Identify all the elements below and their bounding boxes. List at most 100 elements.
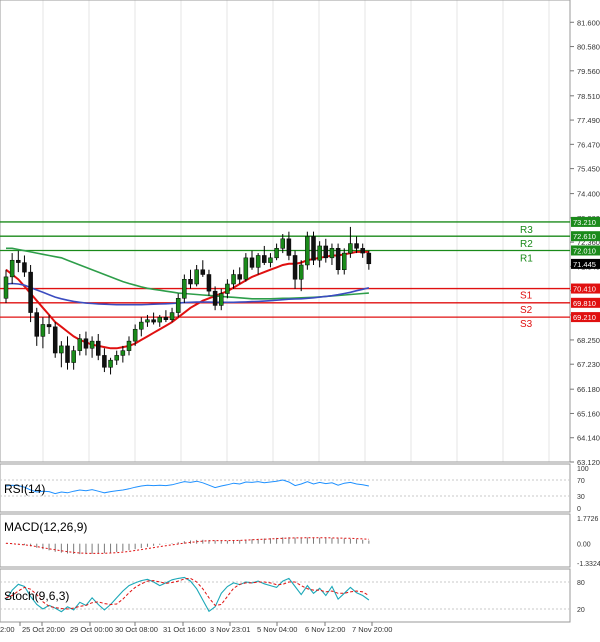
stoch-d-line — [5, 577, 370, 610]
candle-body — [16, 259, 21, 263]
rsi-tick-label: 30 — [577, 494, 585, 501]
candle-body — [323, 245, 329, 259]
candle-body — [175, 298, 181, 313]
candle-body — [292, 255, 298, 280]
price-tick-label: 81.600 — [577, 18, 600, 27]
price-tick-label: 76.470 — [577, 140, 600, 149]
candle-body — [77, 338, 83, 351]
candle-body — [219, 293, 224, 306]
price-tick-label: 67.230 — [577, 360, 600, 369]
level-price-tag — [571, 312, 600, 323]
candle-body — [151, 319, 156, 323]
rsi-tick-label: 70 — [577, 478, 585, 485]
candle-body — [59, 345, 64, 354]
price-tick-label: 79.560 — [577, 67, 600, 76]
candle-body — [237, 274, 242, 280]
level-price-tag — [571, 297, 600, 308]
macd-label: MACD(12,26,9) — [4, 520, 87, 534]
panel-frame — [0, 463, 571, 513]
candle-body — [206, 274, 212, 292]
candle-body — [132, 328, 138, 342]
candle-body — [114, 355, 119, 361]
candle-body — [280, 238, 285, 249]
time-tick-label: 29 Oct 00:00 — [70, 625, 113, 634]
level-name-s3: S3 — [520, 319, 533, 330]
candle-body — [83, 338, 89, 349]
level-price-tag — [571, 283, 600, 294]
price-tick-label: 74.400 — [577, 190, 600, 199]
time-tick-label: 31 Oct 16:00 — [163, 625, 206, 634]
candle-body — [342, 252, 347, 270]
candle-body — [348, 243, 353, 254]
macd-tick-label: 1.7726 — [577, 516, 599, 523]
time-tick-label: 5 Nov 04:00 — [257, 625, 297, 634]
price-tick-label: 72.360 — [577, 238, 600, 247]
price-tick-label: 66.180 — [577, 385, 600, 394]
candle-body — [329, 248, 335, 259]
level-price-label: 72.010 — [573, 246, 596, 255]
candle-body — [286, 238, 292, 256]
candle-body — [212, 290, 218, 306]
candle-body — [71, 350, 76, 363]
stoch-tick-label: 80 — [577, 580, 585, 587]
price-tick-label: 77.490 — [577, 116, 600, 125]
candle-body — [317, 245, 322, 261]
candle-body — [169, 312, 175, 320]
candle-body — [96, 340, 101, 356]
candle-body — [46, 324, 52, 328]
candle-body — [139, 321, 144, 330]
time-tick-label: 6 Nov 12:00 — [305, 625, 345, 634]
candle-body — [354, 243, 359, 249]
candle-body — [108, 359, 113, 368]
rsi-tick-label: 0 — [577, 506, 581, 513]
candle-body — [40, 324, 46, 337]
candle-body — [157, 317, 162, 323]
level-price-label: 69.810 — [573, 299, 596, 308]
level-name-s2: S2 — [520, 305, 533, 316]
time-tick-label: 3 Nov 23:01 — [210, 625, 250, 634]
level-name-r2: R2 — [520, 239, 533, 250]
level-name-r1: R1 — [520, 253, 533, 264]
price-tick-label: 80.580 — [577, 43, 600, 52]
series-line-ma-blue — [5, 282, 370, 306]
rsi-label: RSI(14) — [4, 482, 45, 496]
current-price-label: 71.445 — [573, 260, 596, 269]
level-price-label: 73.210 — [573, 218, 596, 227]
candle-body — [22, 262, 27, 273]
candle-body — [120, 350, 126, 356]
candle-body — [360, 248, 365, 254]
level-price-label: 69.210 — [573, 313, 596, 322]
candle-body — [274, 248, 279, 259]
candle-body — [52, 326, 58, 354]
price-tick-label: 65.160 — [577, 409, 600, 418]
candle-body — [200, 269, 206, 275]
level-price-tag — [571, 216, 600, 227]
panel-frame — [0, 513, 571, 568]
candle-body — [225, 283, 230, 294]
price-tick-label: 64.140 — [577, 434, 600, 443]
macd-tick-label: 0.00 — [577, 542, 591, 549]
candle-body — [249, 257, 255, 268]
candle-body — [188, 279, 193, 285]
candle-body — [89, 340, 95, 349]
price-tick-label: 75.450 — [577, 165, 600, 174]
macd-tick-label: -1.3324 — [577, 561, 600, 568]
candle-body — [298, 264, 304, 280]
time-tick-label: 30 Oct 08:00 — [115, 625, 158, 634]
time-tick-label: 25 Oct 20:00 — [22, 625, 65, 634]
current-price-tag — [571, 258, 600, 269]
candle-body — [102, 355, 107, 368]
candle-body — [34, 312, 39, 337]
candle-body — [65, 345, 70, 363]
candle-body — [335, 248, 341, 270]
stoch-tick-label: 20 — [577, 607, 585, 614]
candle-body — [231, 274, 236, 285]
candle-body — [262, 255, 267, 263]
candle-body — [28, 271, 33, 313]
candle-body — [268, 257, 273, 263]
level-price-label: 70.410 — [573, 285, 596, 294]
candle-body — [3, 276, 9, 299]
candle-body — [366, 252, 372, 265]
